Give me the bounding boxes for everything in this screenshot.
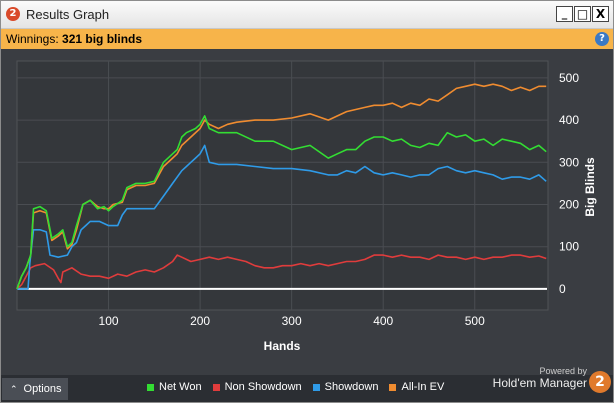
legend-swatch <box>212 383 220 391</box>
y-tick-label: 200 <box>559 197 579 211</box>
options-label: Options <box>23 383 62 395</box>
x-tick-labels: 100 200 300 400 500 <box>99 314 486 328</box>
series-line-non-showdown <box>16 254 547 290</box>
plot-panel: 100 200 300 400 500 0 100 200 300 400 500 Hands B… <box>1 49 613 402</box>
hm2-brand-logo-icon: 2 <box>589 371 611 393</box>
grid-lines <box>17 61 548 310</box>
legend-item-net-won[interactable]: Net Won <box>147 381 202 393</box>
y-tick-label: 500 <box>559 71 579 85</box>
window-title: Results Graph <box>26 7 110 22</box>
y-tick-label: 100 <box>559 240 579 254</box>
legend: Net Won Non Showdown Showdown All-In EV <box>147 381 455 393</box>
options-button[interactable]: ⌃ Options <box>2 378 68 400</box>
brand-name: Hold'em Manager <box>492 376 587 390</box>
maximize-button[interactable]: □ <box>574 6 591 22</box>
y-tick-label: 300 <box>559 155 579 169</box>
minimize-button[interactable]: _ <box>556 6 573 22</box>
close-button[interactable]: X <box>592 6 609 22</box>
winnings-bar: Winnings: 321 big blinds ? <box>1 29 613 49</box>
series-line-showdown <box>17 144 547 290</box>
winnings-label: Winnings: <box>6 32 59 46</box>
legend-label: Non Showdown <box>224 381 302 393</box>
legend-label: All-In EV <box>401 381 445 393</box>
bottom-bar: ⌃ Options Net Won Non Showdown Showdown All-… <box>1 366 613 402</box>
legend-label: Showdown <box>324 381 379 393</box>
series-lines <box>16 83 547 290</box>
legend-item-showdown[interactable]: Showdown <box>312 381 379 393</box>
x-tick-label: 100 <box>99 314 119 328</box>
series-line-all-in-ev <box>16 83 547 290</box>
hm2-logo-icon: 2 <box>6 7 20 21</box>
legend-item-non-showdown[interactable]: Non Showdown <box>212 381 302 393</box>
powered-by-text: Powered by <box>539 366 587 376</box>
caret-up-icon: ⌃ <box>10 384 18 394</box>
results-chart: 100 200 300 400 500 0 100 200 300 400 500 Hands B… <box>16 60 597 353</box>
winnings-value: 321 big blinds <box>62 32 143 46</box>
y-tick-labels: 0 100 200 300 400 500 <box>559 71 579 296</box>
x-tick-label: 200 <box>190 314 210 328</box>
plot-area <box>16 60 549 311</box>
legend-swatch <box>312 383 320 391</box>
x-tick-label: 300 <box>282 314 302 328</box>
title-bar: 2 Results Graph _ □ X <box>1 1 613 29</box>
window-controls: _ □ X <box>555 6 609 22</box>
y-tick-label: 400 <box>559 113 579 127</box>
y-tick-label: 0 <box>559 282 566 296</box>
help-icon[interactable]: ? <box>595 32 609 46</box>
legend-swatch <box>147 383 154 391</box>
legend-item-all-in-ev[interactable]: All-In EV <box>389 381 444 393</box>
legend-swatch <box>389 383 397 391</box>
x-axis-label: Hands <box>264 339 301 353</box>
y-axis-label: Big Blinds <box>583 157 597 217</box>
series-line-net-won <box>16 115 547 290</box>
winnings-text: Winnings: 321 big blinds <box>6 32 142 46</box>
x-tick-label: 500 <box>465 314 485 328</box>
brand-block: Powered by Hold'em Manager <box>493 366 587 390</box>
x-tick-label: 400 <box>373 314 393 328</box>
legend-label: Net Won <box>159 381 202 393</box>
